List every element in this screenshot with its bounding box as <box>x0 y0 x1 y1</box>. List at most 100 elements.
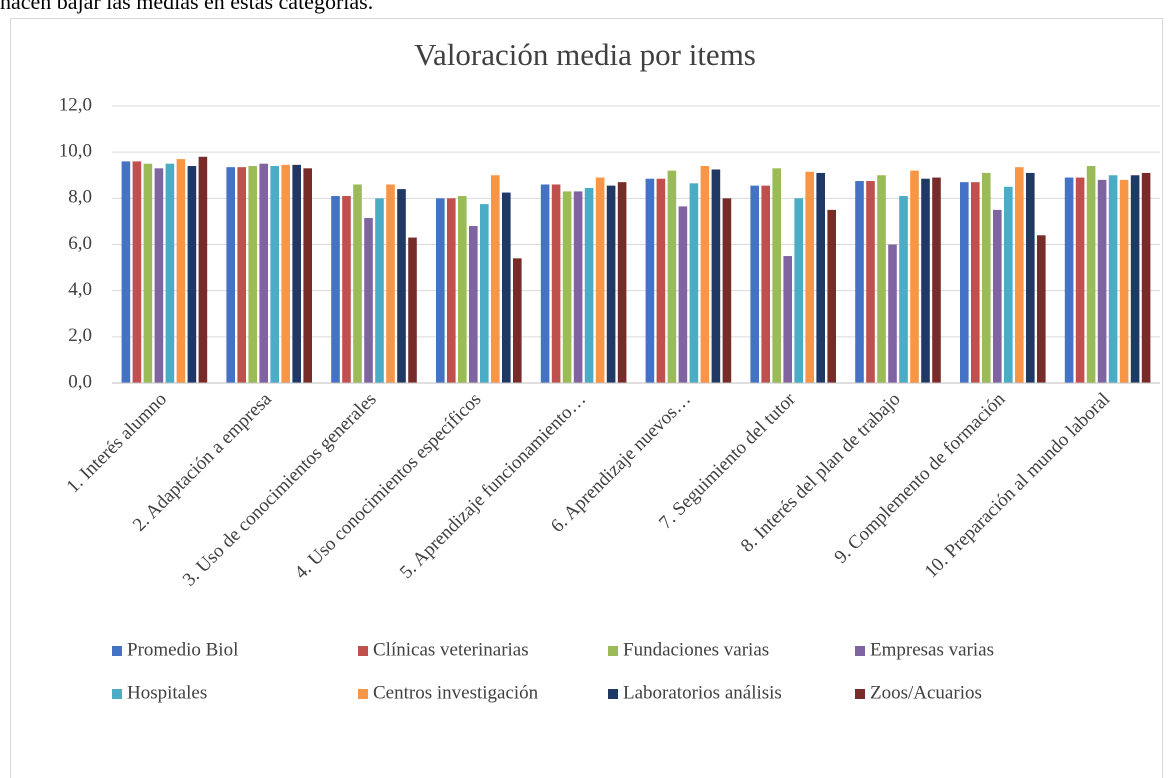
bar <box>899 196 908 383</box>
legend-label: Promedio Biol <box>127 639 238 660</box>
bar <box>237 167 246 383</box>
bar <box>1075 177 1085 383</box>
bar <box>447 198 456 383</box>
bar <box>469 226 478 383</box>
legend-label: Clínicas veterinarias <box>373 639 529 660</box>
x-tick-label: 1. Interés alumno <box>63 389 171 497</box>
bar <box>645 178 655 383</box>
bar <box>154 168 164 383</box>
bar <box>689 183 699 383</box>
y-tick-label: 0,0 <box>68 371 92 392</box>
y-tick-label: 2,0 <box>68 325 92 346</box>
bar <box>342 196 351 383</box>
y-tick-label: 8,0 <box>68 187 92 208</box>
legend-label: Centros investigación <box>373 682 539 703</box>
bar <box>1037 235 1046 383</box>
y-tick-label: 6,0 <box>68 233 92 254</box>
bar <box>921 178 930 383</box>
bar <box>143 163 153 383</box>
bar <box>480 204 489 383</box>
legend-label: Laboratorios análisis <box>623 682 782 703</box>
bar <box>198 156 208 383</box>
bar <box>408 237 417 383</box>
bar <box>1097 179 1107 383</box>
bar <box>932 177 941 383</box>
bar <box>1015 167 1024 383</box>
bar <box>259 163 268 383</box>
legend-swatch <box>112 689 122 699</box>
legend-swatch <box>358 646 368 656</box>
bar <box>436 198 445 383</box>
bar <box>617 182 627 383</box>
bar <box>971 182 980 383</box>
bar <box>513 258 522 383</box>
bar <box>794 198 803 383</box>
bar <box>1141 172 1151 383</box>
bar <box>176 159 186 383</box>
bar <box>397 189 406 383</box>
bar <box>248 166 257 383</box>
bar <box>1119 179 1129 383</box>
chart-frame <box>10 18 1163 778</box>
bar <box>165 163 175 383</box>
bar <box>226 167 235 383</box>
chart-title: Valoración media por items <box>414 37 756 72</box>
bar <box>910 170 919 383</box>
legend-label: Empresas varias <box>870 639 994 660</box>
bar <box>595 177 605 383</box>
bar <box>331 196 340 383</box>
bar <box>1004 186 1013 383</box>
bar <box>375 198 384 383</box>
text-above: hacen bajar las medias en estas categorí… <box>0 0 373 14</box>
bar <box>877 175 886 383</box>
bar <box>993 209 1002 383</box>
legend-swatch <box>112 646 122 656</box>
bar <box>573 191 583 383</box>
bar <box>292 164 301 383</box>
bar <box>364 217 373 383</box>
legend-swatch <box>608 689 618 699</box>
legend-label: Hospitales <box>127 682 207 703</box>
y-tick-label: 4,0 <box>68 279 92 300</box>
x-tick-label: 10. Preparación al mundo laboral <box>921 389 1115 583</box>
bar <box>750 185 759 383</box>
bar <box>805 171 814 383</box>
bar <box>1130 175 1140 383</box>
bar <box>783 256 792 383</box>
bar <box>1086 166 1096 383</box>
bar <box>562 191 572 383</box>
bar <box>458 196 467 383</box>
bar <box>816 172 825 383</box>
bar <box>1026 172 1035 383</box>
bar <box>888 244 897 383</box>
bar <box>303 168 312 383</box>
bar <box>960 182 969 383</box>
legend-swatch <box>608 646 618 656</box>
bar <box>772 168 781 383</box>
bar <box>678 206 688 383</box>
bar <box>502 192 511 383</box>
bar <box>722 198 732 383</box>
bar <box>1064 177 1074 383</box>
bar <box>584 187 594 383</box>
legend-label: Fundaciones varias <box>623 639 769 660</box>
bar <box>667 170 677 383</box>
bar <box>606 185 616 383</box>
bar <box>491 175 500 383</box>
bar <box>866 181 875 383</box>
legend-label: Zoos/Acuarios <box>870 682 982 703</box>
bar <box>827 209 836 383</box>
bar <box>132 161 142 383</box>
x-tick-label: 9. Complemento de formación <box>830 388 1009 567</box>
bar <box>551 184 561 383</box>
bar <box>711 169 721 383</box>
legend-swatch <box>358 689 368 699</box>
bar <box>982 172 991 383</box>
x-tick-label: 4. Uso conocimientos específicos <box>291 389 486 584</box>
bar <box>281 164 290 383</box>
legend-swatch <box>855 646 865 656</box>
y-tick-label: 12,0 <box>59 94 92 115</box>
bar <box>121 161 131 383</box>
